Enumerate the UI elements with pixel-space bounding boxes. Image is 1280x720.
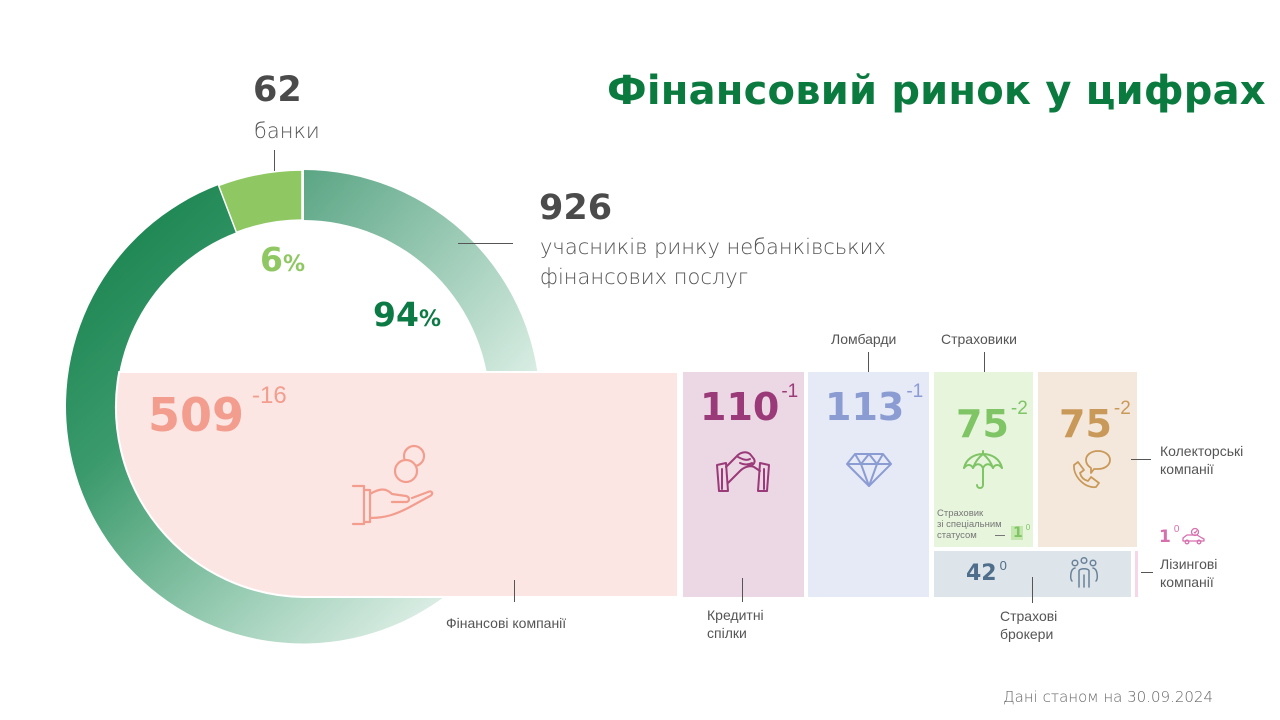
insurers-leader [984, 352, 985, 377]
finance-companies-leader [514, 580, 515, 602]
credit-unions-value: 110 -1 [700, 381, 799, 429]
nonbank-count: 926 [539, 188, 613, 228]
banks-leader-line [274, 150, 275, 182]
phone-chat-icon [1073, 450, 1111, 489]
collectors-box [1038, 372, 1137, 547]
nonbank-label-line1: учасників ринку небанківських [540, 235, 886, 259]
finance-companies-label: Фінансові компанії [446, 615, 567, 631]
brokers-label: Страхові брокери [1000, 608, 1058, 642]
special-insurer-label: Страховик зі спеціальним статусом [937, 508, 1002, 541]
special-insurer-box [1011, 526, 1023, 540]
finance-companies-value: 509 -16 [148, 382, 287, 442]
insurers-label: Страховики [941, 331, 1017, 347]
car-icon [1182, 527, 1205, 545]
credit-unions-label: Кредитні спілки [707, 607, 764, 641]
leasing-box [1135, 551, 1138, 597]
people-group-icon [1070, 556, 1098, 588]
brokers-leader [1032, 577, 1033, 603]
page-title: Фінансовий ринок у цифрах [607, 68, 1266, 114]
insurers-value: 75 -2 [956, 398, 1028, 446]
diamond-icon [846, 453, 892, 487]
hand-coins-icon [351, 444, 434, 526]
banks-count: 62 [253, 70, 302, 110]
credit-unions-box [683, 372, 804, 597]
donut-segment-nonbank-right [303, 170, 540, 407]
data-date-footnote: Дані станом на 30.09.2024 [1003, 688, 1213, 706]
credit-unions-leader [742, 578, 743, 602]
collectors-leader [1131, 459, 1151, 460]
pawnshops-value: 113 -1 [825, 381, 924, 429]
finance-companies-box [114, 371, 679, 598]
collectors-label: Колекторські компанії [1160, 443, 1244, 477]
nonbank-percent: 94% [373, 295, 441, 334]
nonbank-label: учасників ринку небанківських фінансових… [540, 232, 886, 292]
leasing-leader [1141, 572, 1153, 573]
leasing-label: Лізингові компанії [1160, 556, 1218, 590]
nonbank-label-line2: фінансових послуг [540, 265, 749, 289]
pawnshops-leader [868, 352, 869, 377]
special-insurer-leader [995, 535, 1005, 536]
handshake-icon [716, 451, 770, 492]
umbrella-icon [963, 450, 1003, 489]
pawnshops-label: Ломбарди [831, 331, 897, 347]
banks-label: банки [254, 119, 320, 143]
insurers-box [934, 372, 1033, 547]
brokers-value: 42 0 [966, 558, 1007, 586]
collectors-value: 75 -2 [1059, 398, 1131, 446]
banks-percent: 6% [260, 240, 306, 279]
